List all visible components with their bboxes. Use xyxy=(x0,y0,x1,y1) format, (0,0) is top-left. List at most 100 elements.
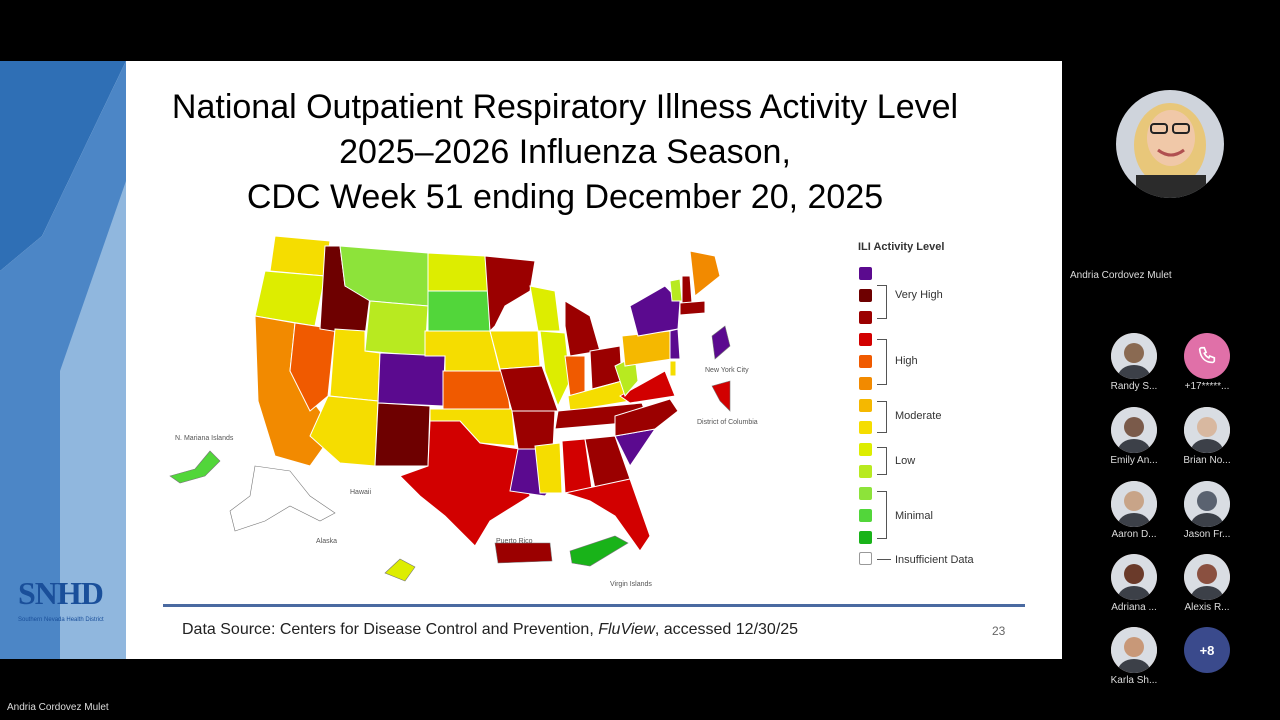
virgin-islands-shape xyxy=(569,535,629,567)
participant-tile[interactable]: +17*****... xyxy=(1177,333,1237,392)
hawaii-shape xyxy=(384,558,416,582)
person-photo xyxy=(1111,627,1157,673)
title-line-3: CDC Week 51 ending December 20, 2025 xyxy=(246,178,884,216)
presenter-name: Andria Cordovez Mulet xyxy=(1070,270,1172,281)
person-photo xyxy=(1184,554,1230,600)
legend-swatch xyxy=(859,377,872,390)
participant-name: Aaron D... xyxy=(1111,529,1157,540)
participant-avatar xyxy=(1184,481,1230,527)
state-kansas xyxy=(442,370,511,410)
participant-name: Alexis R... xyxy=(1184,602,1230,613)
phone-icon xyxy=(1198,346,1216,364)
participant-name: Brian No... xyxy=(1183,455,1231,466)
label-nyc: New York City xyxy=(705,367,749,374)
map-territories xyxy=(169,325,731,582)
n-mariana-shape xyxy=(169,450,221,484)
legend-label-very-high: Very High xyxy=(895,289,943,301)
participant-tile[interactable]: Jason Fr... xyxy=(1177,481,1237,540)
legend-label-moderate: Moderate xyxy=(895,410,942,422)
participant-tile[interactable]: Randy S... xyxy=(1104,333,1164,392)
presenter-avatar-image xyxy=(1116,90,1224,198)
legend-swatch xyxy=(859,355,872,368)
label-virgin-islands: Virgin Islands xyxy=(610,581,652,588)
state-massachusetts xyxy=(679,300,706,316)
slide-side-ribbon xyxy=(0,61,126,659)
state-wisconsin xyxy=(529,285,561,332)
state-mississippi xyxy=(534,442,563,494)
state-arizona xyxy=(309,395,379,467)
participant-avatar xyxy=(1184,554,1230,600)
participant-name: +17*****... xyxy=(1184,381,1230,392)
legend-swatch xyxy=(859,487,872,500)
more-participants-button[interactable]: +8 xyxy=(1177,627,1237,673)
participant-tile[interactable]: Karla Sh... xyxy=(1104,627,1164,686)
label-alaska: Alaska xyxy=(316,538,338,545)
map-legend: ILI Activity Level Very High High Modera… xyxy=(855,239,995,579)
participant-tile[interactable]: Adriana ... xyxy=(1104,554,1164,613)
participant-tile[interactable]: Alexis R... xyxy=(1177,554,1237,613)
person-photo xyxy=(1111,481,1157,527)
state-vermont xyxy=(669,278,683,302)
legend-bracket-very-high xyxy=(877,285,887,319)
participant-tile[interactable]: Brian No... xyxy=(1177,407,1237,466)
participant-name: Karla Sh... xyxy=(1110,675,1158,686)
state-south-dakota xyxy=(427,290,491,332)
participant-avatar xyxy=(1111,554,1157,600)
label-hawaii: Hawaii xyxy=(350,489,372,496)
logo-subtitle: Southern Nevada Health District xyxy=(18,617,104,623)
state-north-carolina xyxy=(614,398,679,437)
person-photo xyxy=(1111,333,1157,379)
participant-avatar xyxy=(1111,481,1157,527)
active-speaker-name: Andria Cordovez Mulet xyxy=(7,702,109,713)
state-colorado xyxy=(377,352,446,407)
state-minnesota xyxy=(484,255,536,333)
legend-swatch-insufficient xyxy=(859,552,872,565)
alaska-shape xyxy=(229,465,336,532)
legend-bracket-low xyxy=(877,447,887,475)
state-pennsylvania xyxy=(621,330,673,367)
snhd-logo: SNHD Southern Nevada Health District xyxy=(18,573,116,633)
legend-swatch xyxy=(859,509,872,522)
participant-name: Randy S... xyxy=(1110,381,1158,392)
participant-name: Emily An... xyxy=(1110,455,1158,466)
map-states xyxy=(254,235,721,552)
participant-avatar xyxy=(1111,627,1157,673)
legend-swatch xyxy=(859,443,872,456)
state-michigan xyxy=(564,300,601,357)
person-photo xyxy=(1184,407,1230,453)
footer-rule xyxy=(163,604,1025,607)
legend-swatch xyxy=(859,399,872,412)
state-indiana xyxy=(564,355,586,397)
state-north-dakota xyxy=(427,252,489,292)
title-line-1: National Outpatient Respiratory Illness … xyxy=(171,88,959,126)
page-number: 23 xyxy=(992,624,1006,638)
state-new-hampshire xyxy=(681,275,693,304)
participant-tile[interactable]: Aaron D... xyxy=(1104,481,1164,540)
legend-bracket-minimal xyxy=(877,491,887,539)
state-texas xyxy=(399,420,531,547)
label-n-mariana: N. Mariana Islands xyxy=(175,435,234,442)
legend-label-high: High xyxy=(895,355,918,367)
legend-swatch xyxy=(859,465,872,478)
state-illinois xyxy=(539,330,571,408)
state-virginia xyxy=(619,370,676,404)
state-new-mexico xyxy=(374,402,431,467)
state-delaware xyxy=(669,360,677,377)
legend-swatch xyxy=(859,311,872,324)
participant-name: Jason Fr... xyxy=(1183,529,1231,540)
state-new-jersey xyxy=(669,328,681,360)
data-source: Data Source: Centers for Disease Control… xyxy=(182,621,798,639)
state-florida xyxy=(563,478,651,552)
legend-bracket-high xyxy=(877,339,887,385)
presenter-video[interactable] xyxy=(1116,90,1224,198)
person-photo xyxy=(1184,481,1230,527)
us-ili-map xyxy=(169,235,731,582)
presentation-slide: National Outpatient Respiratory Illness … xyxy=(0,61,1062,659)
source-suffix: , accessed 12/30/25 xyxy=(654,621,799,638)
slide-title: National Outpatient Respiratory Illness … xyxy=(120,85,1010,220)
participant-tile[interactable]: Emily An... xyxy=(1104,407,1164,466)
legend-swatch xyxy=(859,289,872,302)
participant-avatar xyxy=(1184,333,1230,379)
legend-swatch xyxy=(859,421,872,434)
source-italic: FluView xyxy=(598,621,655,638)
